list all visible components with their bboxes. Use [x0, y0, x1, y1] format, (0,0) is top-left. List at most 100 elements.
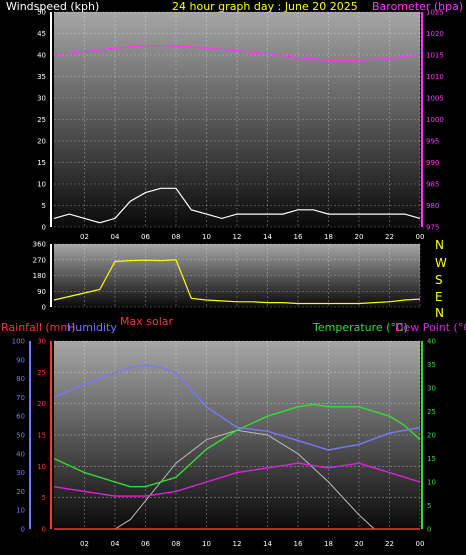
temp-tick-label: 10 — [427, 479, 436, 487]
baro-tick-label: 995 — [426, 138, 439, 146]
temp-tick-label: 5 — [427, 502, 431, 510]
humidity-label: Humidity — [67, 321, 117, 334]
wind-tick-label: 25 — [37, 116, 46, 124]
humidity-tick-label: 80 — [16, 375, 25, 383]
rain-tick-label: 30 — [37, 338, 46, 346]
top-x-tick-label: 00 — [416, 233, 425, 241]
baro-line — [53, 44, 421, 61]
temp-tick-label: 40 — [427, 338, 436, 346]
rain-tick-label: 15 — [37, 432, 46, 440]
humidity-tick-label: 40 — [16, 450, 25, 458]
bottom-x-tick-label: 20 — [355, 540, 364, 548]
bottom-x-tick-label: 10 — [202, 540, 211, 548]
baro-axis-bar — [421, 12, 423, 227]
wind-tick-label: 45 — [37, 30, 46, 38]
humidity-line — [53, 364, 421, 451]
top-x-tick-label: 12 — [233, 233, 242, 241]
humidity-axis-bar — [29, 341, 31, 529]
baro-title: Barometer (hpa) — [372, 0, 464, 13]
temp-axis-bar — [421, 341, 423, 529]
wind-tick-label: 5 — [42, 202, 46, 210]
compass-s: S — [435, 273, 443, 287]
humidity-tick-label: 10 — [16, 507, 25, 515]
baro-tick-label: 1020 — [426, 30, 444, 38]
baro-tick-label: 1015 — [426, 52, 444, 60]
top-x-tick-label: 16 — [294, 233, 303, 241]
compass-n-top: N — [435, 238, 444, 252]
top-x-tick-label: 10 — [202, 233, 211, 241]
direction-axis-bar — [50, 244, 52, 307]
temp-tick-label: 35 — [427, 361, 436, 369]
wind-tick-label: 50 — [37, 9, 46, 17]
top-x-tick-label: 20 — [355, 233, 364, 241]
temp-tick-label: 20 — [427, 432, 436, 440]
compass-e: E — [435, 290, 443, 304]
temperature-label: Temperature (°C) — [313, 321, 408, 334]
top-x-tick-label: 08 — [172, 233, 181, 241]
dir-tick-label: 360 — [33, 241, 46, 249]
dew-point-label: Dew Point (°C) — [395, 321, 466, 334]
bottom-x-tick-label: 22 — [385, 540, 394, 548]
humidity-tick-label: 30 — [16, 469, 25, 477]
rain-tick-label: 20 — [37, 400, 46, 408]
top-x-tick-label: 02 — [80, 233, 89, 241]
rainfall-label: Rainfall (mm) — [1, 321, 76, 334]
rain-tick-label: 10 — [37, 463, 46, 471]
wind-title: Windspeed (kph) — [6, 0, 100, 13]
compass-n-bottom: N — [435, 306, 444, 320]
wind-tick-label: 40 — [37, 52, 46, 60]
dir-tick-label: 270 — [33, 256, 46, 264]
humidity-tick-label: 20 — [16, 488, 25, 496]
baro-tick-label: 1025 — [426, 9, 444, 17]
top-x-tick-label: 06 — [141, 233, 150, 241]
wind-line — [53, 187, 421, 224]
top-x-tick-label: 14 — [263, 233, 272, 241]
bottom-x-tick-label: 04 — [111, 540, 120, 548]
baro-tick-label: 985 — [426, 181, 439, 189]
wind-tick-label: 35 — [37, 73, 46, 81]
humidity-tick-label: 100 — [12, 338, 25, 346]
temp-tick-label: 30 — [427, 385, 436, 393]
bottom-x-tick-label: 14 — [263, 540, 272, 548]
humidity-tick-label: 90 — [16, 356, 25, 364]
humidity-tick-label: 70 — [16, 394, 25, 402]
rain-axis-bar — [50, 341, 52, 529]
baro-tick-label: 990 — [426, 159, 439, 167]
dir-tick-label: 180 — [33, 272, 46, 280]
temp-tick-label: 0 — [427, 526, 431, 534]
rain-tick-label: 5 — [42, 494, 46, 502]
wind-tick-label: 15 — [37, 159, 46, 167]
dir-tick-label: 90 — [37, 288, 46, 296]
temperature-line — [53, 403, 421, 488]
baro-tick-label: 1005 — [426, 95, 444, 103]
baro-tick-label: 1000 — [426, 116, 444, 124]
rain-tick-label: 0 — [42, 526, 46, 534]
humidity-tick-label: 50 — [16, 432, 25, 440]
baro-tick-label: 980 — [426, 202, 439, 210]
baro-tick-label: 1010 — [426, 73, 444, 81]
top-x-tick-label: 18 — [324, 233, 333, 241]
temp-tick-label: 15 — [427, 455, 436, 463]
graph-title: 24 hour graph day : June 20 2025 — [172, 0, 358, 13]
top-x-tick-label: 04 — [111, 233, 120, 241]
bottom-x-tick-label: 08 — [172, 540, 181, 548]
bottom-x-tick-label: 00 — [416, 540, 425, 548]
wind-tick-label: 20 — [37, 138, 46, 146]
rain-tick-label: 25 — [37, 369, 46, 377]
temp-tick-label: 25 — [427, 408, 436, 416]
dew-point-line — [53, 462, 421, 497]
wind-axis-bar — [50, 12, 52, 227]
bottom-x-tick-label: 16 — [294, 540, 303, 548]
direction-plot-area — [54, 244, 420, 307]
direction-line — [53, 259, 421, 305]
humidity-tick-label: 0 — [21, 526, 25, 534]
compass-w: W — [435, 256, 447, 270]
max-solar-label: Max solar — [120, 315, 174, 328]
baro-tick-label: 975 — [426, 224, 439, 232]
bottom-x-tick-label: 18 — [324, 540, 333, 548]
solar-line — [54, 429, 420, 530]
dir-tick-label: 0 — [42, 304, 46, 312]
bottom-x-tick-label: 12 — [233, 540, 242, 548]
wind-tick-label: 30 — [37, 95, 46, 103]
